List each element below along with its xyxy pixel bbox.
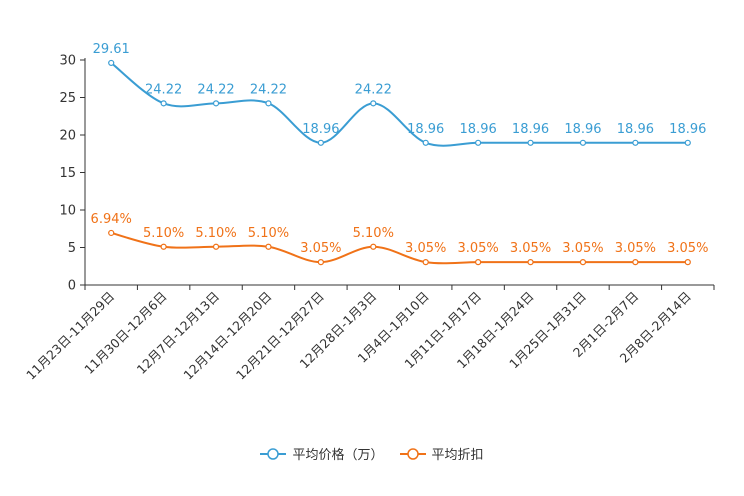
data-label: 3.05% xyxy=(405,241,446,256)
series-line-1 xyxy=(110,231,688,265)
y-tick-label: 25 xyxy=(59,91,76,106)
x-tick-label: 12月14日-12月20日 xyxy=(180,289,274,383)
data-label: 18.96 xyxy=(564,122,601,137)
data-label: 3.05% xyxy=(510,241,551,256)
data-point xyxy=(632,139,639,146)
data-label: 5.10% xyxy=(143,226,184,241)
data-point xyxy=(160,100,167,107)
data-point xyxy=(108,59,115,67)
legend-item-discount[interactable]: 平均折扣 xyxy=(399,444,484,463)
data-point xyxy=(475,259,482,266)
data-label: 3.05% xyxy=(615,241,656,256)
x-tick-label: 12月21日-12月27日 xyxy=(233,289,327,383)
data-point xyxy=(475,139,482,146)
data-label: 18.96 xyxy=(407,122,444,137)
data-label: 18.96 xyxy=(617,122,654,137)
data-point xyxy=(422,259,429,266)
legend-label-discount: 平均折扣 xyxy=(431,448,484,463)
data-point xyxy=(108,229,115,237)
data-point xyxy=(527,259,534,266)
data-point xyxy=(422,139,429,146)
data-label: 5.10% xyxy=(353,226,394,241)
data-label: 24.22 xyxy=(250,82,287,97)
legend-line-marker-icon xyxy=(399,447,426,460)
data-point xyxy=(317,259,324,266)
y-tick-label: 30 xyxy=(59,54,76,69)
data-point xyxy=(684,259,691,266)
legend-line-marker-icon xyxy=(260,447,287,460)
data-point xyxy=(265,243,272,250)
data-label: 18.96 xyxy=(460,122,497,137)
data-label: 24.22 xyxy=(355,82,392,97)
data-point xyxy=(160,243,167,250)
data-label: 6.94% xyxy=(91,212,132,227)
data-label: 29.61 xyxy=(93,42,130,57)
data-label: 3.05% xyxy=(562,241,603,256)
data-label: 3.05% xyxy=(300,241,341,256)
data-point xyxy=(265,100,272,107)
data-point xyxy=(212,100,220,107)
y-tick-label: 0 xyxy=(68,279,76,294)
y-tick-label: 10 xyxy=(59,204,76,219)
data-point xyxy=(317,139,324,146)
data-point xyxy=(527,139,534,146)
data-label: 18.96 xyxy=(302,122,339,137)
data-point xyxy=(632,259,639,266)
series-0: 29.61 24.22 24.22 24.22 18.96 24.22 18.96 18.96… xyxy=(93,42,706,147)
data-point xyxy=(212,243,220,250)
data-label: 5.10% xyxy=(195,226,236,241)
data-point xyxy=(579,259,587,266)
data-label: 24.22 xyxy=(145,82,182,97)
data-label: 3.05% xyxy=(667,241,708,256)
series-layer: 29.61 24.22 24.22 24.22 18.96 24.22 18.96 18.96… xyxy=(91,42,708,266)
y-tick-label: 5 xyxy=(68,241,76,256)
data-point xyxy=(370,100,377,107)
data-label: 5.10% xyxy=(248,226,289,241)
data-point xyxy=(370,243,377,250)
data-label: 18.96 xyxy=(669,122,706,137)
legend-label-price: 平均价格（万） xyxy=(292,448,384,463)
y-tick-label: 15 xyxy=(59,166,76,181)
x-tick-label: 11月23日-11月29日 xyxy=(23,289,117,383)
data-point xyxy=(579,139,587,146)
legend-item-price[interactable]: 平均价格（万） xyxy=(260,444,384,463)
legend: 平均价格（万） 平均折扣 xyxy=(0,444,744,463)
y-tick-label: 20 xyxy=(59,129,76,144)
data-label: 3.05% xyxy=(457,241,498,256)
data-label: 24.22 xyxy=(197,82,234,97)
series-1: 6.94% 5.10% 5.10% 5.10% 3.05% 5.10% 3.05% 3.05%… xyxy=(91,212,708,266)
data-point xyxy=(684,139,691,146)
data-label: 18.96 xyxy=(512,122,549,137)
